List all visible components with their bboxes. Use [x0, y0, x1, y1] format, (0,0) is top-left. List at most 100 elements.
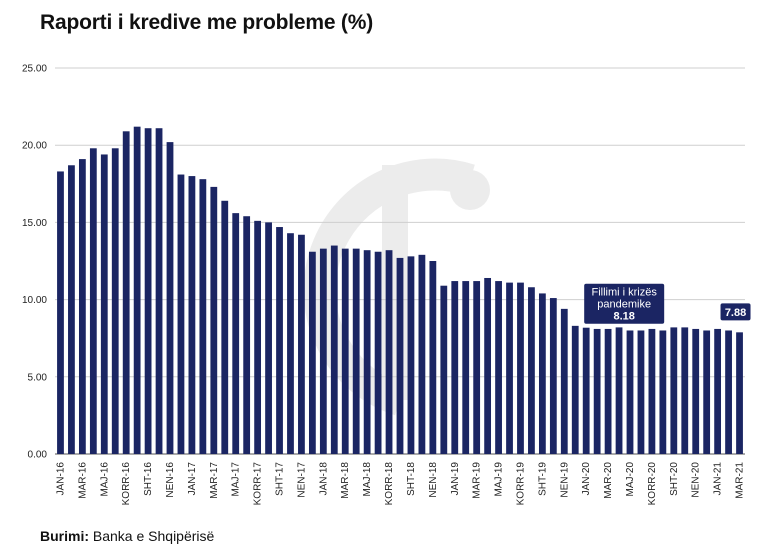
bar: [473, 281, 481, 454]
bar: [451, 281, 459, 454]
y-tick-label: 5.00: [28, 372, 48, 383]
y-tick-label: 0.00: [28, 450, 48, 461]
x-tick-label: JAN-16: [55, 462, 66, 496]
bar: [341, 248, 349, 454]
bar: [615, 327, 623, 454]
bar: [407, 256, 415, 454]
bar: [462, 281, 470, 454]
bar: [155, 128, 163, 454]
bar: [517, 282, 524, 454]
x-tick-label: SHT-19: [537, 462, 548, 496]
bar: [418, 254, 426, 454]
bar: [626, 330, 634, 454]
bar: [549, 298, 557, 454]
bar: [582, 327, 590, 454]
x-tick-label: MAJ-19: [494, 462, 505, 497]
x-tick-label: MAJ-17: [231, 462, 242, 497]
bar: [221, 200, 229, 454]
bar: [177, 174, 185, 454]
bar: [111, 148, 119, 454]
x-tick-label: JAN-19: [450, 462, 461, 496]
bar: [604, 328, 612, 454]
bar: [692, 328, 700, 454]
x-tick-label: JAN-17: [187, 462, 198, 496]
bar: [495, 281, 502, 454]
x-tick-label: NEN-17: [296, 462, 307, 498]
bar: [681, 327, 689, 454]
x-tick-label: SHT-16: [143, 462, 154, 496]
bar: [538, 293, 546, 454]
bar: [319, 248, 327, 454]
bar: [385, 250, 393, 454]
bar: [374, 251, 382, 454]
annotation-box: [584, 283, 665, 324]
x-tick-label: KORR-17: [253, 462, 264, 506]
annotation-box: [720, 303, 751, 321]
bar: [308, 251, 316, 454]
x-tick-label: NEN-19: [559, 462, 570, 498]
bar: [429, 261, 437, 454]
x-tick-label: MAR-16: [77, 462, 88, 499]
x-tick-label: MAR-19: [472, 462, 483, 499]
bar: [736, 332, 743, 454]
x-tick-label: MAR-21: [735, 462, 746, 499]
bar: [714, 328, 722, 454]
x-tick-label: MAJ-20: [625, 462, 636, 497]
bar: [57, 171, 64, 454]
bar: [560, 308, 568, 454]
x-tick-label: KORR-20: [647, 462, 658, 506]
y-tick-label: 25.00: [22, 64, 47, 75]
x-tick-label: MAR-20: [603, 462, 614, 499]
x-tick-label: KORR-19: [515, 462, 526, 506]
bar: [330, 245, 338, 454]
x-tick-label: MAJ-16: [99, 462, 110, 497]
x-tick-label: SHT-17: [275, 462, 286, 496]
y-tick-label: 15.00: [22, 218, 47, 229]
annotation-value: 8.18: [613, 311, 634, 323]
bar: [528, 287, 535, 454]
source-text: Banka e Shqipërisë: [92, 528, 215, 544]
bar: [440, 285, 448, 454]
bar: [254, 220, 262, 454]
bar: [659, 330, 667, 454]
bar: [166, 142, 174, 454]
x-tick-label: MAR-17: [209, 462, 220, 499]
x-tick-label: JAN-20: [581, 462, 592, 496]
bar: [199, 179, 207, 454]
x-tick-label: MAJ-18: [362, 462, 373, 497]
bar: [144, 128, 152, 454]
bar: [396, 257, 404, 454]
source-label: Burimi:: [40, 528, 89, 544]
bar: [287, 233, 294, 454]
bar: [188, 176, 196, 454]
bar: [265, 222, 272, 454]
bar: [648, 328, 656, 454]
bar: [68, 165, 75, 454]
bar: [593, 328, 601, 454]
bar: [637, 330, 645, 454]
bar: [352, 248, 360, 454]
x-tick-label: SHT-20: [669, 462, 680, 496]
bar: [571, 325, 579, 454]
annotation-text: pandemike: [597, 299, 651, 311]
x-tick-label: JAN-21: [713, 462, 724, 496]
bar: [133, 126, 141, 454]
bar: [298, 234, 305, 454]
x-tick-label: NEN-16: [165, 462, 176, 498]
bar: [232, 213, 240, 454]
x-tick-label: SHT-18: [406, 462, 417, 496]
source-note: Burimi: Banka e Shqipërisë: [40, 528, 214, 544]
annotation-text: Fillimi i krizës: [591, 287, 657, 299]
x-tick-label: NEN-18: [428, 462, 439, 498]
bar: [122, 131, 130, 454]
bar: [78, 159, 86, 454]
bar: [276, 227, 283, 454]
y-tick-label: 20.00: [22, 141, 47, 152]
y-tick-label: 10.00: [22, 295, 47, 306]
x-axis: JAN-16 MAR-16 MAJ-16 KORR-16 SHT-16 NEN-16 JAN…: [55, 462, 745, 506]
bar: [243, 216, 251, 454]
x-tick-label: KORR-16: [121, 462, 132, 506]
y-axis: 0.00 5.00 10.00 15.00 20.00 25.00: [22, 64, 47, 461]
